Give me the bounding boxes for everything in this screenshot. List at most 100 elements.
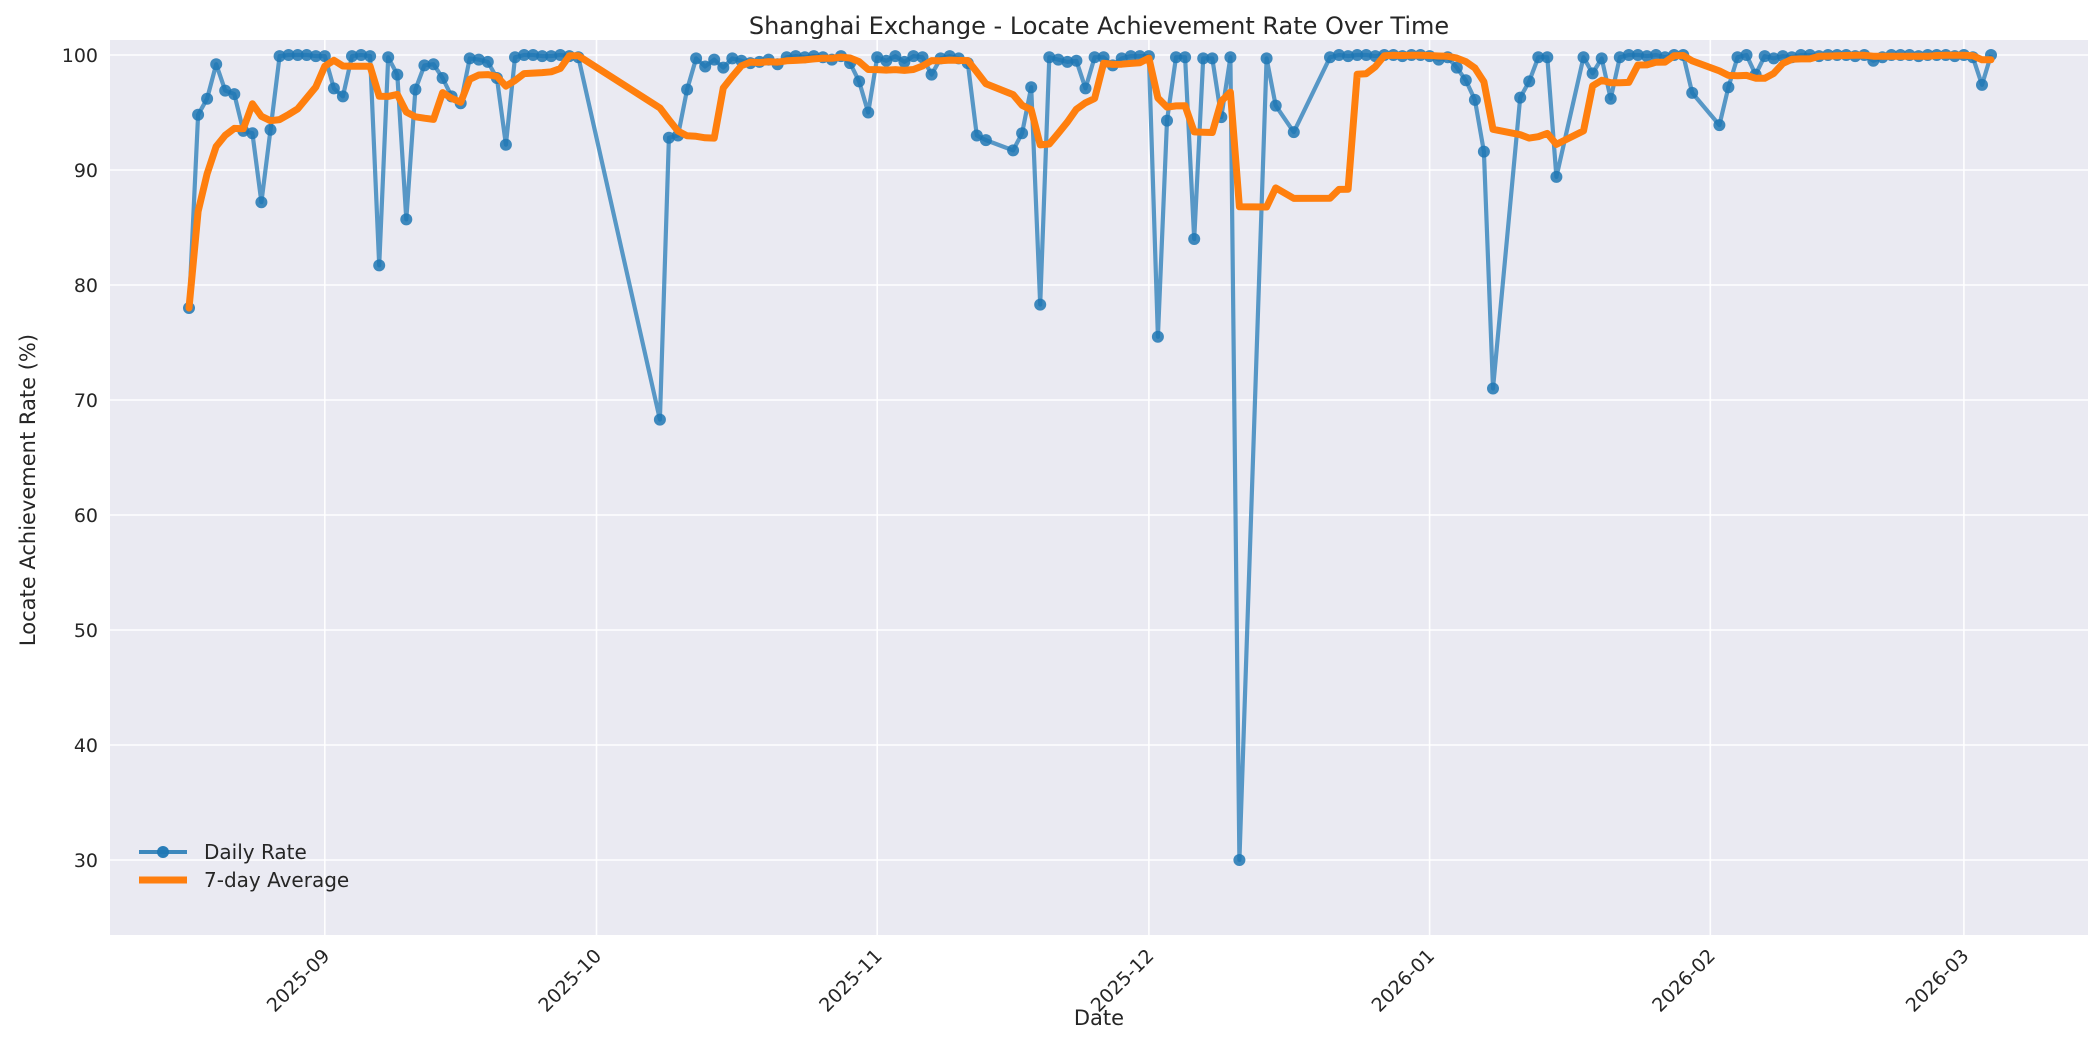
data-point [871, 51, 884, 64]
data-point [690, 52, 703, 65]
data-point [1233, 854, 1246, 866]
data-point [681, 83, 694, 96]
data-point [1333, 49, 1345, 61]
data-point [364, 50, 377, 63]
data-point [1197, 52, 1210, 65]
y-tick-label: 50 [74, 620, 98, 642]
data-point [717, 61, 730, 74]
data-point [1640, 50, 1653, 63]
data-point [1631, 49, 1644, 61]
data-point [1586, 67, 1599, 80]
data-point [509, 51, 521, 64]
data-point [309, 50, 322, 63]
x-axis-label: Date [1073, 1006, 1125, 1030]
y-tick-labels: 30 40 50 60 70 80 90 100 [62, 45, 98, 872]
seven-day-average-legend-sample-icon [139, 876, 187, 884]
data-point [255, 196, 268, 209]
data-point [898, 55, 911, 68]
data-point [1459, 74, 1472, 87]
chart-title: Shanghai Exchange - Locate Achievement R… [748, 12, 1450, 40]
data-point [481, 55, 494, 68]
data-point [1079, 82, 1092, 95]
data-point [1287, 126, 1300, 139]
data-point [264, 123, 277, 136]
data-point [536, 50, 549, 63]
data-point [1713, 119, 1726, 132]
data-point [1550, 170, 1563, 183]
legend-item-daily-rate: Daily Rate [138, 842, 349, 862]
daily-rate-legend-sample-icon [139, 846, 187, 858]
data-point [273, 50, 286, 63]
data-point [1686, 86, 1699, 99]
data-point [1976, 78, 1988, 91]
data-point [1532, 51, 1545, 64]
data-point [1722, 81, 1735, 94]
data-point [1034, 298, 1047, 311]
data-point [1577, 51, 1590, 64]
data-point [1179, 51, 1192, 64]
data-point [527, 49, 540, 61]
data-point [1151, 330, 1164, 343]
data-point [1650, 49, 1662, 61]
data-point [1007, 144, 1020, 157]
data-point [1487, 382, 1499, 395]
data-point [291, 49, 304, 61]
data-point [653, 413, 666, 426]
data-point [862, 106, 875, 119]
data-point [1088, 51, 1101, 64]
data-point [1613, 51, 1626, 64]
data-point [1731, 51, 1744, 64]
x-tick-label: 2026-03 [1902, 945, 1974, 1017]
data-point [699, 60, 712, 73]
data-point [1450, 61, 1463, 74]
data-point [907, 50, 920, 63]
y-tick-label: 70 [74, 390, 98, 412]
data-point [336, 90, 349, 103]
data-point [300, 49, 313, 61]
data-point [970, 129, 983, 142]
data-point [1477, 145, 1490, 158]
data-point [1052, 53, 1065, 66]
seven-day-average-line [185, 51, 1995, 312]
data-point [925, 68, 938, 81]
data-point [1514, 91, 1527, 104]
data-point [1622, 49, 1635, 61]
data-point [219, 84, 232, 97]
data-point [1124, 50, 1137, 63]
data-point [1061, 55, 1074, 68]
data-point [1206, 52, 1219, 65]
data-point [662, 131, 675, 144]
data-point [282, 49, 295, 61]
x-tick-labels: 2025-09 2025-10 2025-11 2025-12 2026-01 2026-… [263, 945, 1974, 1017]
plot-area [110, 40, 2088, 935]
data-point [373, 259, 386, 272]
data-point [409, 83, 422, 96]
data-point [1224, 51, 1237, 64]
legend-item-7day-average: 7-day Average [138, 870, 349, 890]
data-point [1595, 52, 1608, 65]
y-tick-label: 100 [62, 45, 98, 67]
data-point [192, 108, 205, 121]
data-point [346, 50, 358, 63]
data-point [554, 49, 567, 61]
y-tick-label: 40 [74, 735, 98, 757]
data-point [1070, 54, 1083, 67]
data-point [400, 213, 413, 226]
data-point [228, 88, 241, 101]
x-tick-label: 2026-01 [1367, 945, 1439, 1017]
data-point [355, 49, 368, 61]
data-point [1043, 51, 1056, 64]
data-point [327, 82, 340, 95]
data-point [880, 54, 893, 67]
data-point [436, 72, 449, 84]
data-point [1161, 114, 1173, 127]
x-tick-label: 2025-10 [534, 945, 606, 1017]
data-point [472, 53, 485, 66]
x-tick-label: 2026-02 [1648, 945, 1720, 1017]
data-point [1767, 52, 1780, 65]
data-point [545, 50, 558, 63]
legend-label-7day-average: 7-day Average [204, 868, 350, 892]
y-tick-label: 90 [74, 160, 98, 182]
